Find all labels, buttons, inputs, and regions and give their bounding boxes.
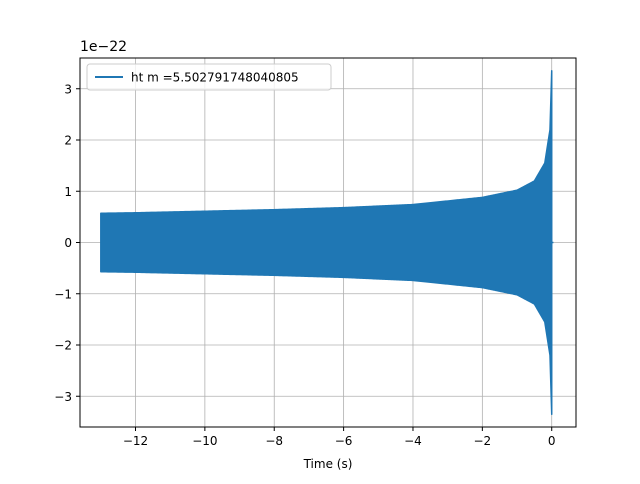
axis-offset-label: 1e−22	[80, 39, 127, 55]
x-axis-label: Time (s)	[303, 457, 353, 471]
legend-label: ht m =5.502791748040805	[131, 71, 299, 85]
x-tick-label: −8	[265, 434, 283, 448]
y-tick-label: 3	[64, 82, 72, 96]
y-tick-label: −1	[54, 287, 72, 301]
legend: ht m =5.502791748040805	[86, 63, 332, 91]
x-tick-label: −12	[123, 434, 148, 448]
x-tick-label: 0	[548, 434, 556, 448]
y-tick-label: −2	[54, 339, 72, 353]
series-layer	[100, 70, 554, 415]
y-tick-label: −3	[54, 390, 72, 404]
y-tick-label: 1	[64, 185, 72, 199]
y-tick-label: 2	[64, 134, 72, 148]
x-tick-label: −4	[404, 434, 422, 448]
x-tick-label: −2	[473, 434, 491, 448]
x-tick-label: −6	[335, 434, 353, 448]
y-tick-label: 0	[64, 236, 72, 250]
legend-frame	[86, 63, 332, 91]
x-tick-label: −10	[192, 434, 217, 448]
series-envelope	[100, 70, 553, 415]
